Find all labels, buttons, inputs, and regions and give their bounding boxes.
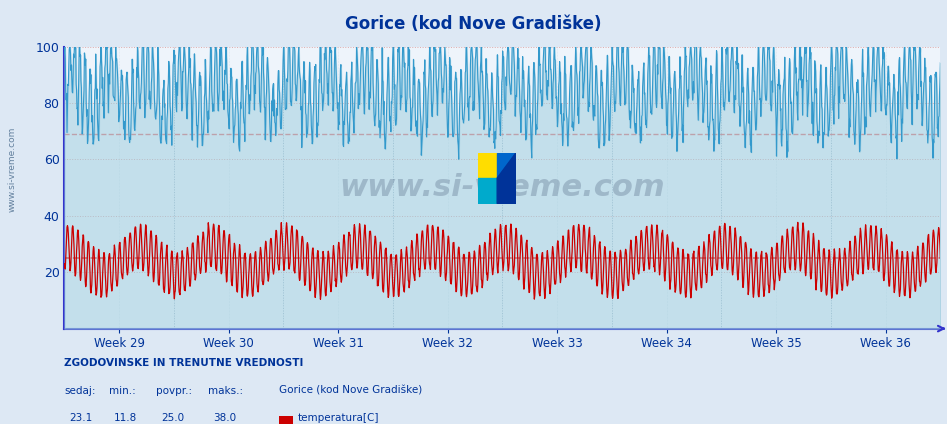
Bar <box>478 178 497 204</box>
Text: povpr.:: povpr.: <box>156 386 192 396</box>
Bar <box>478 153 497 178</box>
Text: 25.0: 25.0 <box>162 413 185 424</box>
Text: Gorice (kod Nove Gradiške): Gorice (kod Nove Gradiške) <box>346 15 601 33</box>
Text: 23.1: 23.1 <box>69 413 93 424</box>
Text: Gorice (kod Nove Gradiške): Gorice (kod Nove Gradiške) <box>279 386 422 396</box>
Text: sedaj:: sedaj: <box>64 386 96 396</box>
Text: maks.:: maks.: <box>208 386 243 396</box>
Text: 38.0: 38.0 <box>214 413 237 424</box>
Polygon shape <box>497 153 516 204</box>
Text: 11.8: 11.8 <box>114 413 137 424</box>
Text: www.si-vreme.com: www.si-vreme.com <box>8 127 17 212</box>
Text: www.si-vreme.com: www.si-vreme.com <box>340 173 665 202</box>
Text: ZGODOVINSKE IN TRENUTNE VREDNOSTI: ZGODOVINSKE IN TRENUTNE VREDNOSTI <box>64 358 304 368</box>
Text: min.:: min.: <box>109 386 135 396</box>
Text: temperatura[C]: temperatura[C] <box>297 413 379 424</box>
Bar <box>497 153 516 178</box>
